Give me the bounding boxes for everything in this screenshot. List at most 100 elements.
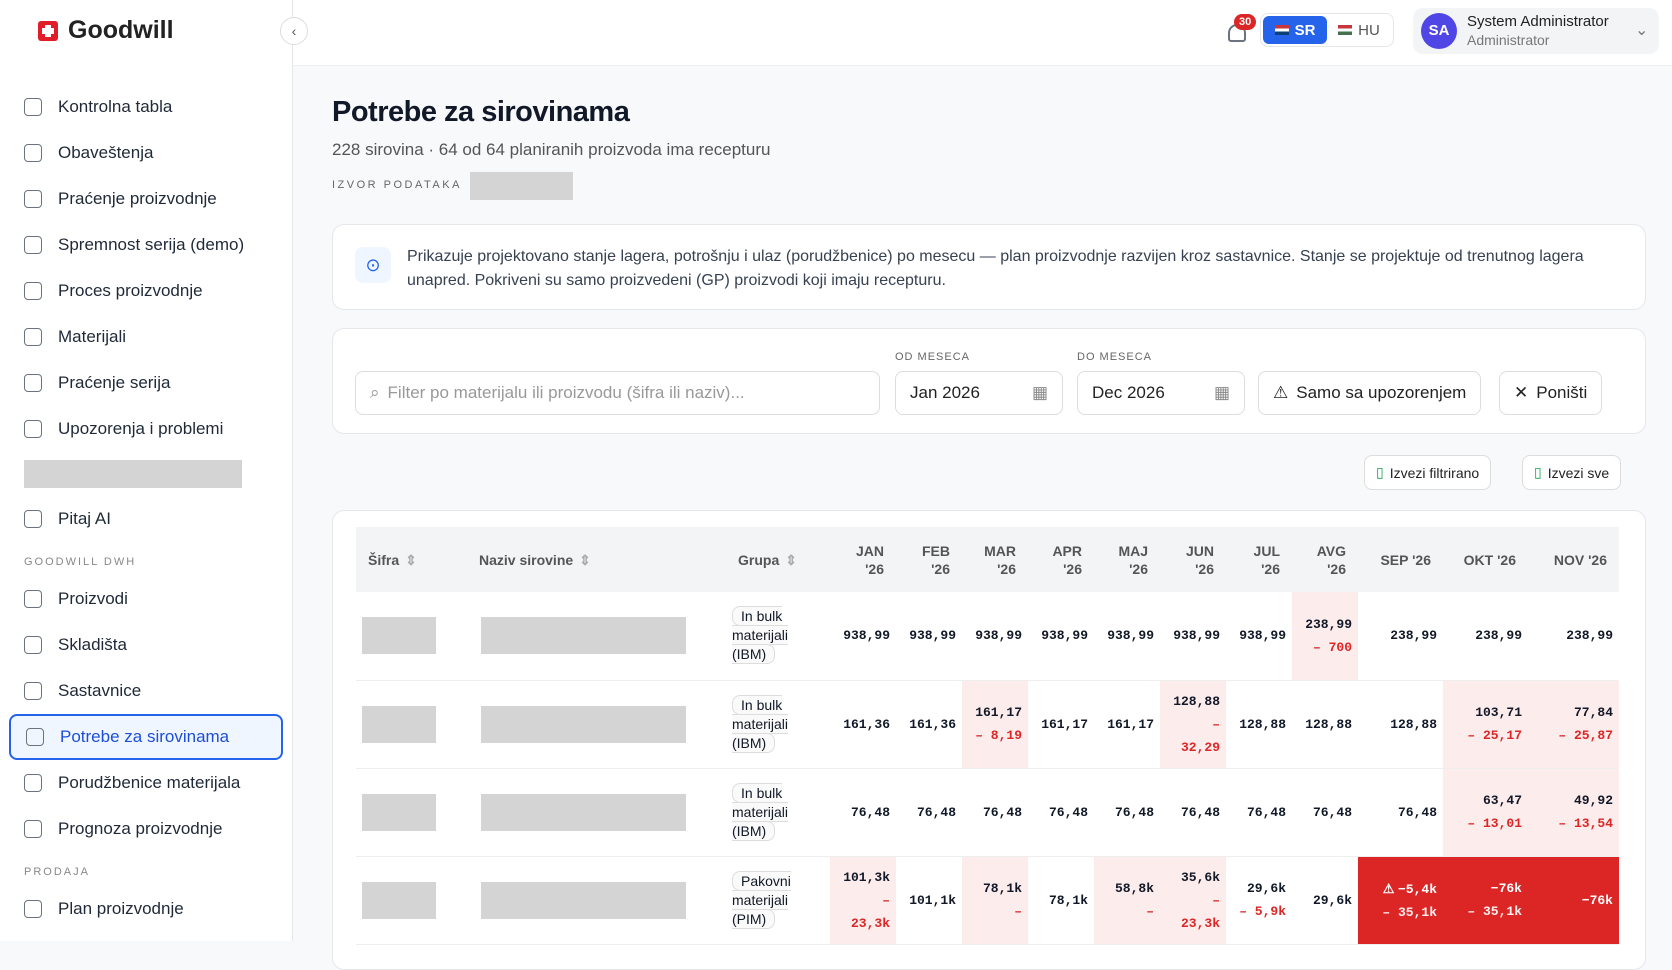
nav-icon	[24, 328, 42, 346]
nav-item[interactable]: Potrebe za sirovinama	[9, 714, 283, 760]
value-text: 76,48	[916, 804, 956, 820]
cell-value: 76,48	[1364, 801, 1437, 824]
nav-item[interactable]: Spremnost serija (demo)	[9, 222, 283, 268]
month-cell: 58,8k –	[1094, 856, 1160, 945]
topbar: 30 SR HU SA System Administrator Administ…	[293, 0, 1672, 66]
to-select[interactable]: Dec 2026 ▦	[1077, 371, 1245, 415]
nav-item[interactable]: Kontrolna tabla	[9, 84, 283, 130]
language-switch: SR HU	[1260, 13, 1394, 47]
nav-item[interactable]: Proces proizvodnje	[9, 268, 283, 314]
user-menu[interactable]: SA System Administrator Administrator ⌄	[1413, 8, 1659, 54]
nav-icon	[24, 98, 42, 116]
month-cell: 161,17	[1094, 680, 1160, 769]
export-button[interactable]: ▯ Izvezi filtrirano	[1364, 455, 1492, 490]
cell-value: 161,36	[836, 713, 890, 736]
month-cell: 161,17	[1028, 680, 1094, 769]
user-name: System Administrator	[1467, 13, 1609, 30]
nav-item[interactable]: Upozorenja i problemi	[9, 406, 283, 452]
cell-value: 76,48	[836, 801, 890, 824]
cell-value: 77,84	[1534, 701, 1613, 724]
page: Goodwill ‹ Kontrolna tabla Obaveštenja Pra…	[9, 0, 1672, 970]
value-text: 938,99	[1041, 628, 1088, 644]
deficit: – 35,1k	[1467, 904, 1522, 919]
column-header[interactable]: Naziv sirovine ⇕	[467, 527, 726, 592]
brand-name: Goodwill	[68, 16, 174, 44]
user-role: Administrator	[1467, 32, 1550, 48]
value-text: 128,88	[1173, 693, 1220, 709]
nav-label: Porudžbenice materijala	[58, 773, 241, 792]
column-header[interactable]: Grupa ⇕	[726, 527, 830, 592]
column-header: JUL '26	[1226, 527, 1292, 592]
month-cell: ⚠ −5,4k – 35,1k	[1358, 856, 1443, 945]
column-label: FEB '26	[922, 542, 950, 577]
value-text: 76,48	[1114, 804, 1154, 820]
cell-value: 58,8k	[1100, 877, 1154, 900]
value-text: 49,92	[1573, 793, 1613, 808]
cell-value: 101,3k	[836, 866, 890, 889]
table-row[interactable]: In bulk materijali (IBM) 938,99 938,99 938,…	[356, 592, 1619, 681]
value-text: 29,6k	[1312, 892, 1352, 908]
table-row[interactable]: In bulk materijali (IBM) 76,48 76,48 76,48 7…	[356, 768, 1619, 857]
value-text: 78,1k	[982, 881, 1022, 896]
column-label: OKT '26	[1463, 551, 1516, 568]
value-text: 128,88	[1239, 716, 1286, 732]
nav-label: Prognoza proizvodnje	[58, 819, 223, 838]
cell-value: 76,48	[968, 801, 1022, 824]
sort-icon: ⇕	[785, 551, 797, 568]
cell-value: 128,88	[1298, 713, 1352, 736]
month-cell: 78,1k –	[962, 856, 1028, 945]
deficit: – 13,01	[1467, 816, 1522, 831]
nav-item[interactable]: Obaveštenja	[9, 130, 283, 176]
cell-value: 938,99	[968, 624, 1022, 647]
nav-label: Potrebe za sirovinama	[60, 727, 230, 746]
nav-item[interactable]: Porudžbenice materijala	[9, 760, 283, 806]
brand[interactable]: Goodwill	[36, 16, 174, 45]
warning-filter[interactable]: ⚠ Samo sa upozorenjem	[1258, 371, 1482, 415]
flag	[1338, 25, 1353, 35]
month-cell: 35,6k – 23,3k	[1160, 856, 1226, 945]
nav-item[interactable]: Materijali	[9, 314, 283, 360]
chevron: ⌄	[1635, 22, 1649, 39]
table-row[interactable]: In bulk materijali (IBM) 161,36 161,36 161,…	[356, 680, 1619, 769]
cell-value: 938,99	[1232, 624, 1286, 647]
nav-item[interactable]: Praćenje proizvodnje	[9, 176, 283, 222]
column-header[interactable]: Šifra ⇕	[356, 527, 467, 592]
month-cell: 938,99	[1160, 592, 1226, 681]
language-code: HU	[1358, 21, 1380, 39]
month-cell: 938,99	[962, 592, 1028, 681]
column-header: APR '26	[1028, 527, 1094, 592]
value-text: 29,6k	[1246, 881, 1286, 896]
nav-item[interactable]: Sastavnice	[9, 668, 283, 714]
value-text: −76k	[1581, 892, 1613, 908]
search-input[interactable]: ⌕ Filter po materijalu ili proizvodu (šif…	[355, 371, 880, 415]
name-cell	[467, 680, 726, 769]
language-button[interactable]: HU	[1327, 16, 1391, 44]
source-label: IZVOR PODATAKA	[332, 179, 462, 191]
redacted	[362, 617, 436, 655]
export-button[interactable]: ▯ Izvezi sve	[1522, 455, 1622, 490]
nav-item[interactable]: Pitaj AI	[9, 496, 283, 542]
table-row[interactable]: Pakovni materijali (PIM) 101,3k – 23,3k 101…	[356, 856, 1619, 945]
deficit: – 5,9k	[1239, 904, 1286, 919]
from-select[interactable]: Jan 2026 ▦	[895, 371, 1063, 415]
group-cell: In bulk materijali (IBM)	[726, 680, 830, 769]
group-badge: In bulk materijali (IBM)	[732, 694, 789, 753]
reset-button[interactable]: ✕ Poništi	[1499, 371, 1603, 415]
nav-label: Plan proizvodnje	[58, 899, 184, 918]
nav-item[interactable]: Praćenje serija	[9, 360, 283, 406]
nav-item[interactable]: Skladišta	[9, 622, 283, 668]
cell-value: 35,6k	[1166, 866, 1220, 889]
group-badge: Pakovni materijali (PIM)	[732, 870, 791, 929]
nav-item[interactable]: Plan proizvodnje	[9, 886, 283, 932]
nav-item[interactable]: Prognoza proizvodnje	[9, 806, 283, 852]
column-label: JUN '26	[1185, 542, 1214, 577]
nav: Kontrolna tabla Obaveštenja Praćenje proiz…	[9, 84, 283, 932]
reset-label: Poništi	[1536, 383, 1588, 402]
cell-value: 938,99	[902, 624, 956, 647]
file-icon: ▯	[1534, 464, 1542, 480]
nav-item[interactable]: Proizvodi	[9, 576, 283, 622]
nav-label: Praćenje proizvodnje	[58, 189, 217, 208]
bell[interactable]: 30	[1228, 14, 1257, 42]
collapse-button[interactable]: ‹	[280, 17, 308, 45]
language-button[interactable]: SR	[1263, 16, 1327, 44]
